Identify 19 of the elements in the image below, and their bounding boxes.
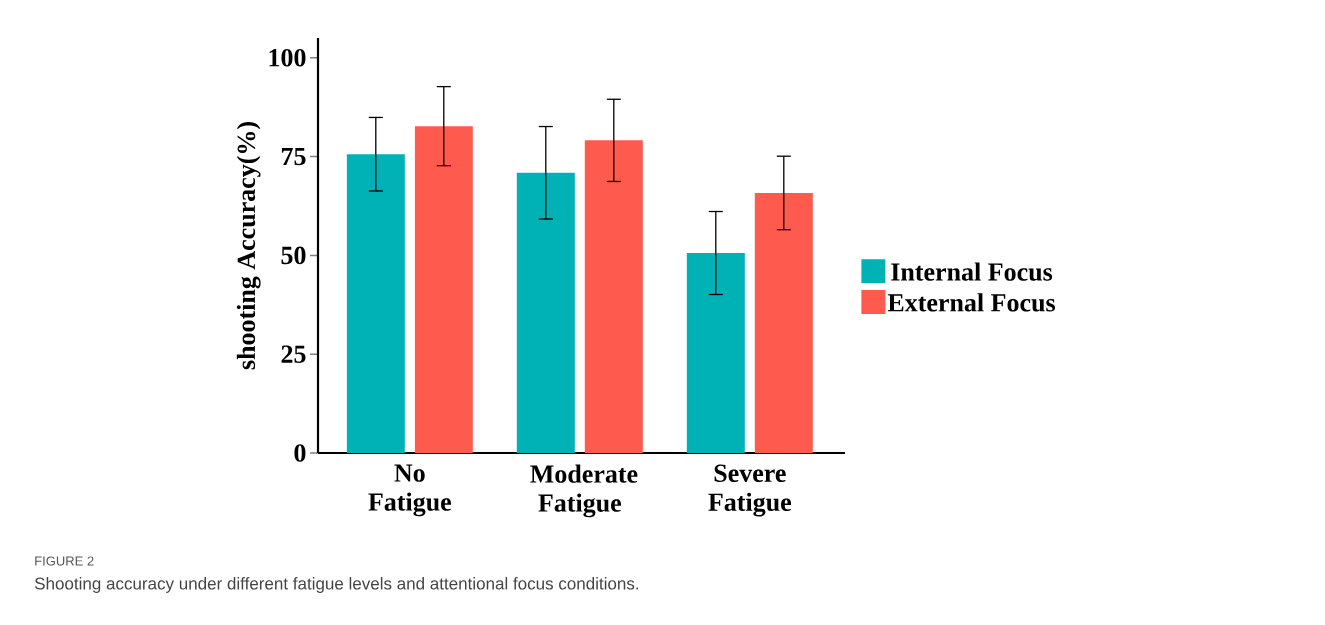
bar <box>346 154 405 453</box>
y-axis-title: shooting Accuracy(%) <box>236 122 261 370</box>
legend-label: Internal Focus <box>891 262 1053 281</box>
legend-label: External Focus <box>887 293 1055 312</box>
bar <box>754 192 813 453</box>
caption: FIGURE 2 <box>35 556 94 566</box>
x-tick-label: Moderate Fatigue <box>530 464 638 518</box>
bar <box>686 253 745 453</box>
bar <box>516 172 575 453</box>
y-tick-label: 25 <box>281 345 306 363</box>
y-tick-label: 50 <box>281 246 306 265</box>
x-tick-label: Severe Fatigue <box>708 464 792 517</box>
bar <box>584 140 643 453</box>
x-tick-label: No Fatigue <box>368 464 452 517</box>
y-tick-label: 100 <box>269 48 306 67</box>
text: Shooting accuracy under different fatigue levels and attentional focus conditions. <box>34 577 639 593</box>
y-tick-label: 0 <box>294 444 306 462</box>
y-tick-label: 75 <box>281 147 306 166</box>
bar <box>414 126 473 453</box>
